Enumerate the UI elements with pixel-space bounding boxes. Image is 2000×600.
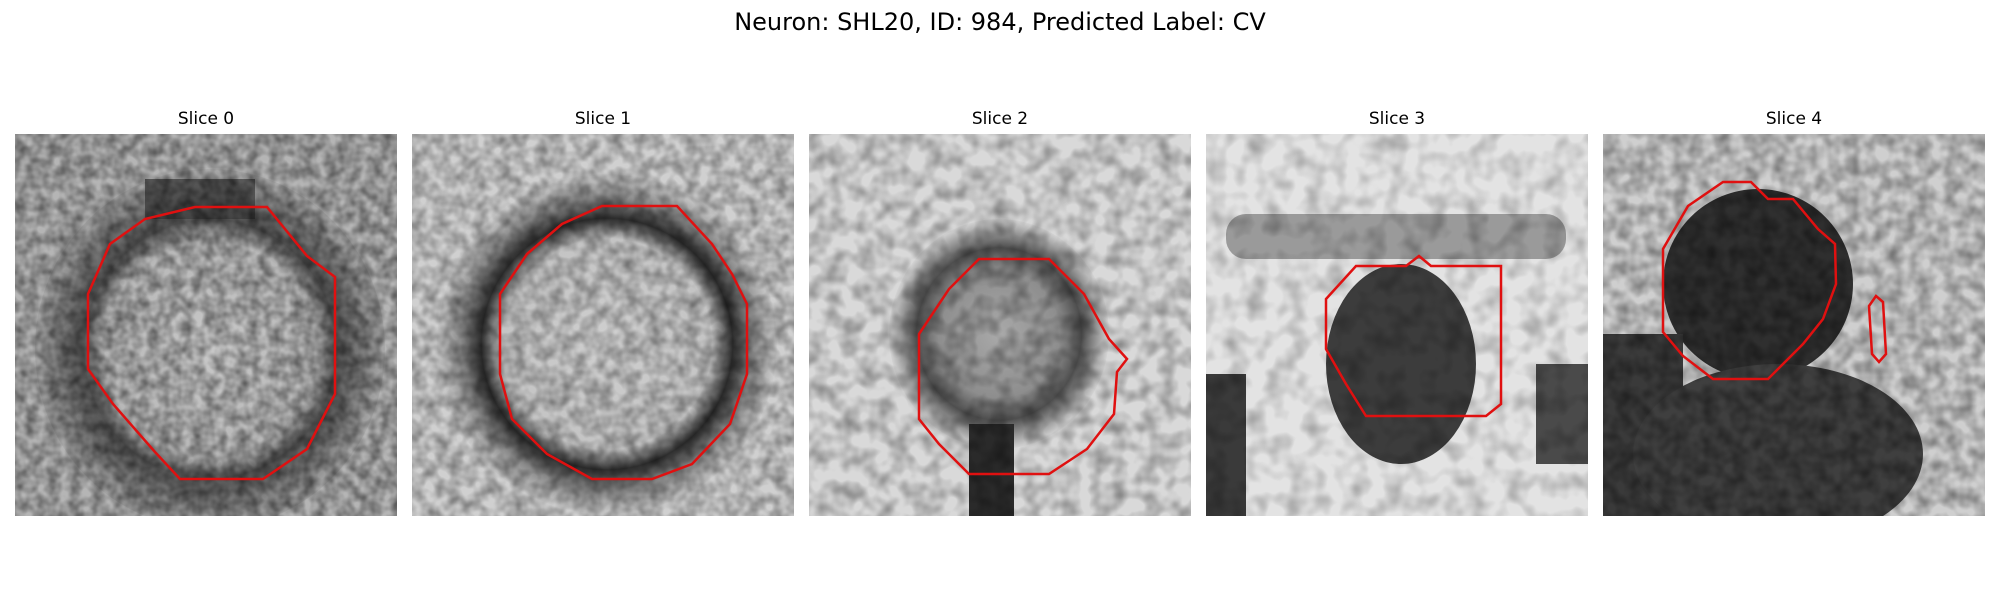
slice-outline-3 [1324, 254, 1503, 418]
slice-outline-1 [498, 204, 749, 481]
slice-title-4: Slice 4 [1765, 109, 1823, 129]
slice-image-4 [1603, 134, 1985, 516]
slice-outline-4b [1867, 294, 1888, 364]
slice-outline-2 [917, 257, 1129, 476]
slice-title-1: Slice 1 [574, 109, 632, 129]
slice-panel-4: Slice 4 [1603, 108, 1985, 516]
slice-image-2 [809, 134, 1191, 516]
slice-image-0 [15, 134, 397, 516]
slice-panel-0: Slice 0 [15, 108, 397, 516]
slice-outline-0 [86, 205, 337, 481]
slice-title-2: Slice 2 [971, 109, 1029, 129]
slice-panel-3: Slice 3 [1206, 108, 1588, 516]
figure-title: Neuron: SHL20, ID: 984, Predicted Label:… [734, 8, 1266, 36]
slice-image-3 [1206, 134, 1588, 516]
slice-image-1 [412, 134, 794, 516]
slice-title-0: Slice 0 [177, 109, 235, 129]
slice-panel-2: Slice 2 [809, 108, 1191, 516]
slice-title-3: Slice 3 [1368, 109, 1426, 129]
slice-panel-1: Slice 1 [412, 108, 794, 516]
slice-outline-4 [1661, 180, 1838, 381]
